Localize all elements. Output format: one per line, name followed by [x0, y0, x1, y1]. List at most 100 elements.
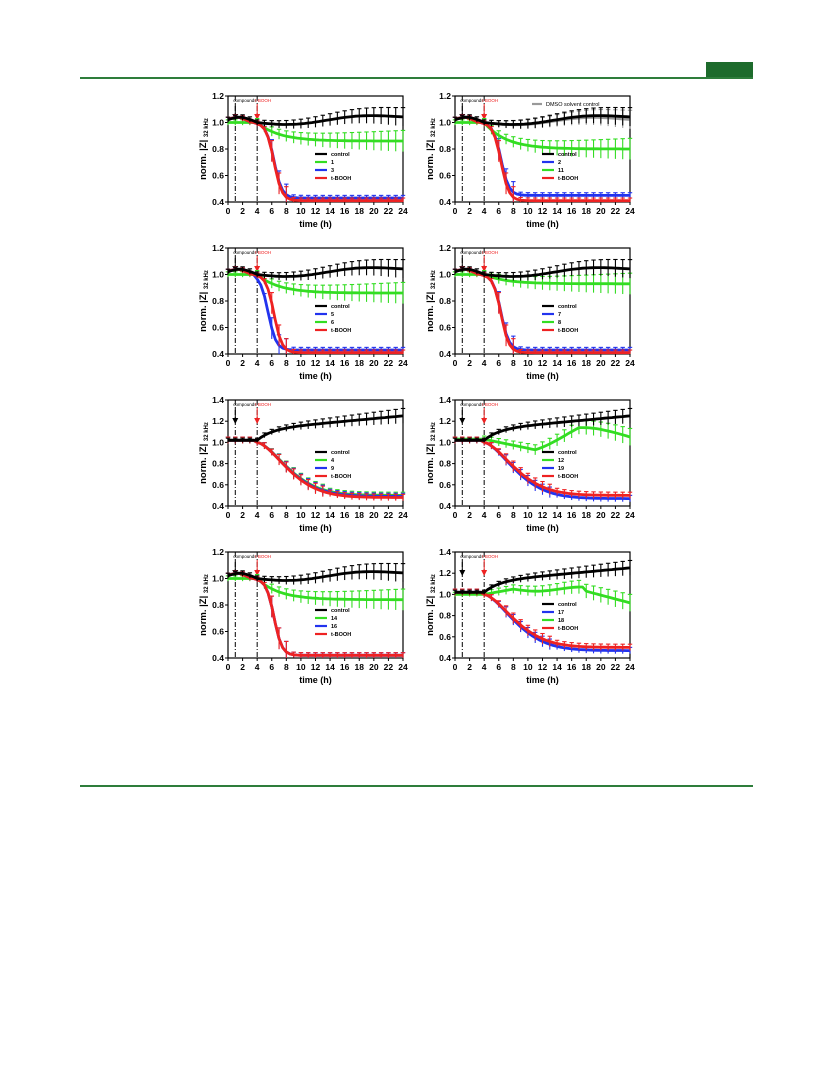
tbooh-arrow-head — [481, 114, 488, 120]
series-line — [455, 414, 631, 442]
x-tick-label: 10 — [296, 206, 306, 216]
legend-label: t-BOOH — [331, 632, 351, 638]
x-tick-label: 4 — [482, 510, 487, 520]
x-tick-label: 20 — [596, 358, 606, 368]
x-tick-label: 10 — [523, 206, 533, 216]
x-tick-label: 18 — [355, 662, 365, 672]
x-tick-label: 22 — [384, 206, 394, 216]
x-tick-label: 10 — [296, 358, 306, 368]
y-tick-label: 0.6 — [439, 632, 451, 642]
x-tick-label: 14 — [552, 206, 562, 216]
y-axis-label: norm. |Z| 32 kHz — [425, 574, 437, 636]
series-line — [227, 570, 404, 582]
x-tick-label: 18 — [582, 662, 592, 672]
x-tick-label: 2 — [240, 662, 245, 672]
legend-label: 12 — [558, 458, 564, 464]
y-tick-label: 0.4 — [212, 653, 224, 663]
y-tick-label: 1.2 — [439, 243, 451, 253]
x-tick-label: 8 — [284, 510, 289, 520]
y-axis-label: norm. |Z| 32 kHz — [425, 270, 437, 332]
x-axis-label: time (h) — [526, 675, 559, 685]
x-tick-label: 6 — [496, 206, 501, 216]
x-tick-label: 8 — [511, 358, 516, 368]
x-tick-label: 6 — [269, 206, 274, 216]
x-tick-label: 14 — [325, 206, 335, 216]
tbooh-label: t-BOOH — [482, 554, 498, 559]
x-tick-label: 14 — [325, 358, 335, 368]
y-axis-label-subscript: 32 kHz — [204, 118, 210, 137]
x-tick-label: 8 — [284, 358, 289, 368]
y-axis-label-subscript: 32 kHz — [204, 422, 210, 441]
x-tick-label: 24 — [398, 510, 408, 520]
y-tick-label: 1.2 — [439, 91, 451, 101]
series-line — [455, 426, 631, 452]
y-axis-label: norm. |Z| 32 kHz — [198, 422, 210, 484]
legend-label: 19 — [558, 466, 564, 472]
series-control — [452, 106, 633, 129]
x-tick-label: 18 — [355, 206, 365, 216]
x-tick-label: 18 — [582, 358, 592, 368]
chart-panel-8: 0.4 0.6 0.8 1.0 1.2 1.4 0 2 4 6 8 10 12 14 16 18 20 22 24 t… — [420, 546, 650, 698]
y-tick-label: 1.0 — [439, 589, 451, 599]
y-axis-label: norm. |Z| 32 kHz — [198, 270, 210, 332]
legend-label: t-BOOH — [558, 176, 578, 182]
x-tick-label: 2 — [467, 510, 472, 520]
x-tick-label: 2 — [467, 662, 472, 672]
chart-panel-5: 0.4 0.6 0.8 1.0 1.2 1.4 0 2 4 6 8 10 12 14 16 18 20 22 24 t… — [193, 394, 423, 546]
compounds-arrow-head — [232, 418, 239, 424]
y-tick-label: 1.0 — [439, 118, 451, 128]
x-tick-label: 8 — [284, 662, 289, 672]
x-tick-label: 16 — [340, 206, 350, 216]
x-tick-label: 8 — [511, 510, 516, 520]
compounds-arrow-head — [459, 418, 466, 424]
x-tick-label: 18 — [355, 358, 365, 368]
legend-label: 7 — [558, 312, 561, 318]
bottom-divider — [80, 785, 753, 787]
series-tbooh — [225, 266, 406, 355]
series-3 — [225, 114, 406, 202]
y-tick-label: 0.4 — [439, 501, 451, 511]
x-tick-label: 16 — [340, 510, 350, 520]
series-line — [227, 571, 403, 657]
x-tick-label: 12 — [538, 662, 548, 672]
tbooh-arrow-head — [481, 570, 488, 576]
y-tick-label: 1.0 — [212, 437, 224, 447]
x-tick-label: 6 — [269, 358, 274, 368]
series-line — [227, 267, 403, 355]
legend-label: 3 — [331, 168, 334, 174]
legend-label: t-BOOH — [331, 474, 351, 480]
x-tick-label: 0 — [453, 358, 458, 368]
x-tick-label: 4 — [255, 510, 260, 520]
y-tick-label: 1.4 — [439, 547, 451, 557]
y-tick-label: 1.2 — [212, 416, 224, 426]
x-tick-label: 6 — [269, 662, 274, 672]
legend-label: 11 — [558, 168, 564, 174]
x-tick-label: 12 — [311, 662, 321, 672]
series-control — [225, 106, 406, 129]
x-tick-label: 12 — [538, 510, 548, 520]
x-tick-label: 4 — [255, 358, 260, 368]
x-axis-label: time (h) — [299, 523, 332, 533]
tbooh-arrow-head — [254, 266, 261, 272]
plot-frame — [227, 551, 404, 659]
x-tick-label: 2 — [240, 358, 245, 368]
x-tick-label: 22 — [611, 662, 621, 672]
y-tick-label: 0.4 — [212, 197, 224, 207]
series-16 — [225, 570, 406, 658]
tbooh-label: t-BOOH — [482, 250, 498, 255]
y-tick-label: 0.6 — [439, 171, 451, 181]
x-tick-label: 22 — [611, 206, 621, 216]
x-axis-label: time (h) — [526, 523, 559, 533]
x-tick-label: 20 — [369, 358, 379, 368]
y-axis-label-subscript: 32 kHz — [431, 270, 437, 289]
legend-label: 1 — [331, 160, 334, 166]
y-tick-label: 1.0 — [212, 118, 224, 128]
legend-label: 2 — [558, 160, 561, 166]
legend-label: control — [331, 608, 350, 614]
compounds-label: compounds — [233, 250, 257, 255]
series-line — [454, 115, 630, 197]
x-tick-label: 12 — [311, 358, 321, 368]
series-line — [455, 590, 630, 649]
x-tick-label: 20 — [369, 510, 379, 520]
x-axis-label: time (h) — [299, 219, 332, 229]
